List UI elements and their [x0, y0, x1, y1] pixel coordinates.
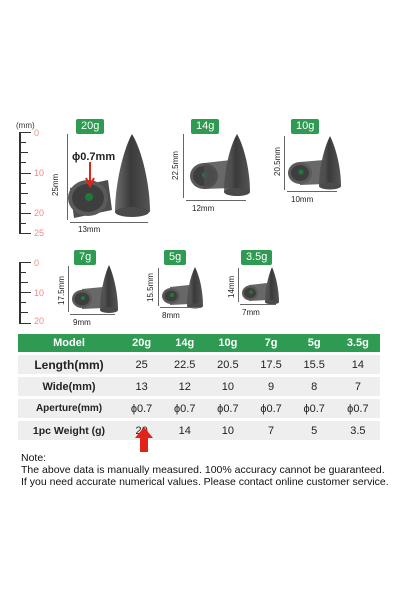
ruler-tick-label: 20: [34, 316, 45, 326]
table-cell: 7: [335, 377, 380, 396]
width-label-5g: 8mm: [162, 311, 180, 320]
badge-14g: 14g: [191, 119, 220, 134]
table-cell: ϕ0.7: [292, 399, 336, 418]
ruler-tick-label: 10: [34, 288, 45, 298]
table-header-cell: 7g: [249, 334, 293, 352]
top-ruler: (mm) 0 10 20 25: [12, 118, 52, 238]
note-line-2: If you need accurate numerical values. P…: [21, 476, 389, 488]
table-cell: 8: [292, 377, 336, 396]
table-cell: 9: [249, 377, 293, 396]
table-cell: 14: [163, 421, 207, 440]
table-cell: 25: [120, 355, 164, 374]
table-cell: 14: [335, 355, 380, 374]
weight-10g-image: [288, 136, 341, 190]
width-label-20g: 13mm: [78, 225, 101, 234]
width-label-14g: 12mm: [192, 204, 215, 213]
table-header-cell: 10g: [206, 334, 250, 352]
badge-7g: 7g: [74, 250, 97, 265]
badge-3-5g: 3.5g: [241, 250, 273, 265]
table-cell: 5: [292, 421, 336, 440]
width-label-7g: 9mm: [73, 318, 91, 327]
note-line-1: The above data is manually measured. 100…: [21, 464, 385, 476]
table-cell: 22.5: [163, 355, 207, 374]
table-row: Wide(mm) 13 12 10 9 8 7: [18, 377, 380, 396]
row-label: Wide(mm): [18, 377, 120, 396]
table-header-cell: 20g: [120, 334, 164, 352]
table-header-cell: 14g: [163, 334, 207, 352]
weight-5g-image: [162, 267, 203, 309]
table-row: 1pc Weight (g) 20 14 10 7 5 3.5: [18, 421, 380, 440]
ruler-tick-label: 10: [34, 168, 45, 178]
table-header-cell: Model: [18, 334, 120, 352]
ruler-unit: (mm): [16, 121, 35, 130]
table-header-cell: 5g: [292, 334, 336, 352]
table-cell: 10: [206, 377, 250, 396]
table-cell: ϕ0.7: [206, 399, 250, 418]
table-cell: ϕ0.7: [120, 399, 164, 418]
length-label-10g: 20.5mm: [273, 147, 282, 176]
width-label-10g: 10mm: [291, 195, 314, 204]
table-cell: ϕ0.7: [249, 399, 293, 418]
table-cell: ϕ0.7: [335, 399, 380, 418]
badge-10g: 10g: [291, 119, 320, 134]
width-label-3-5g: 7mm: [242, 308, 260, 317]
table-cell: 7: [249, 421, 293, 440]
length-label-7g: 17.5mm: [57, 276, 66, 305]
ruler-tick-label: 0: [34, 128, 40, 138]
aperture-label: ϕ0.7mm: [72, 151, 116, 163]
weight-3-5g-image: [242, 267, 279, 305]
weight-20g-image: [68, 134, 150, 218]
table-cell: 20.5: [206, 355, 250, 374]
highlight-arrow-icon: [135, 427, 153, 452]
length-label-3-5g: 14mm: [227, 275, 236, 298]
ruler-tick-label: 20: [34, 208, 45, 218]
weight-7g-image: [72, 265, 118, 313]
table-cell: 3.5: [335, 421, 380, 440]
table-row: Length(mm) 25 22.5 20.5 17.5 15.5 14: [18, 355, 380, 374]
spec-table: Model 20g 14g 10g 7g 5g 3.5g Length(mm) …: [18, 331, 380, 443]
table-cell: 17.5: [249, 355, 293, 374]
table-cell: 15.5: [292, 355, 336, 374]
row-label: Aperture(mm): [18, 399, 120, 418]
table-cell: ϕ0.7: [163, 399, 207, 418]
badge-5g: 5g: [164, 250, 187, 265]
table-cell: 12: [163, 377, 207, 396]
table-header-cell: 3.5g: [335, 334, 380, 352]
row-label: 1pc Weight (g): [18, 421, 120, 440]
row-label: Length(mm): [18, 355, 120, 374]
bottom-ruler: 0 10 20: [12, 258, 52, 326]
length-label-20g: 25mm: [51, 173, 60, 196]
note-title: Note:: [21, 452, 47, 464]
table-row: Aperture(mm) ϕ0.7 ϕ0.7 ϕ0.7 ϕ0.7 ϕ0.7 ϕ0…: [18, 399, 380, 418]
weight-14g-image: [190, 134, 250, 196]
badge-20g: 20g: [76, 119, 105, 134]
table-cell: 10: [206, 421, 250, 440]
table-cell: 13: [120, 377, 164, 396]
ruler-tick-label: 25: [34, 228, 45, 238]
table-header-row: Model 20g 14g 10g 7g 5g 3.5g: [18, 334, 380, 352]
ruler-tick-label: 0: [34, 258, 40, 268]
length-label-5g: 15.5mm: [146, 273, 155, 302]
length-label-14g: 22.5mm: [171, 151, 180, 180]
aperture-arrow: [85, 162, 95, 189]
